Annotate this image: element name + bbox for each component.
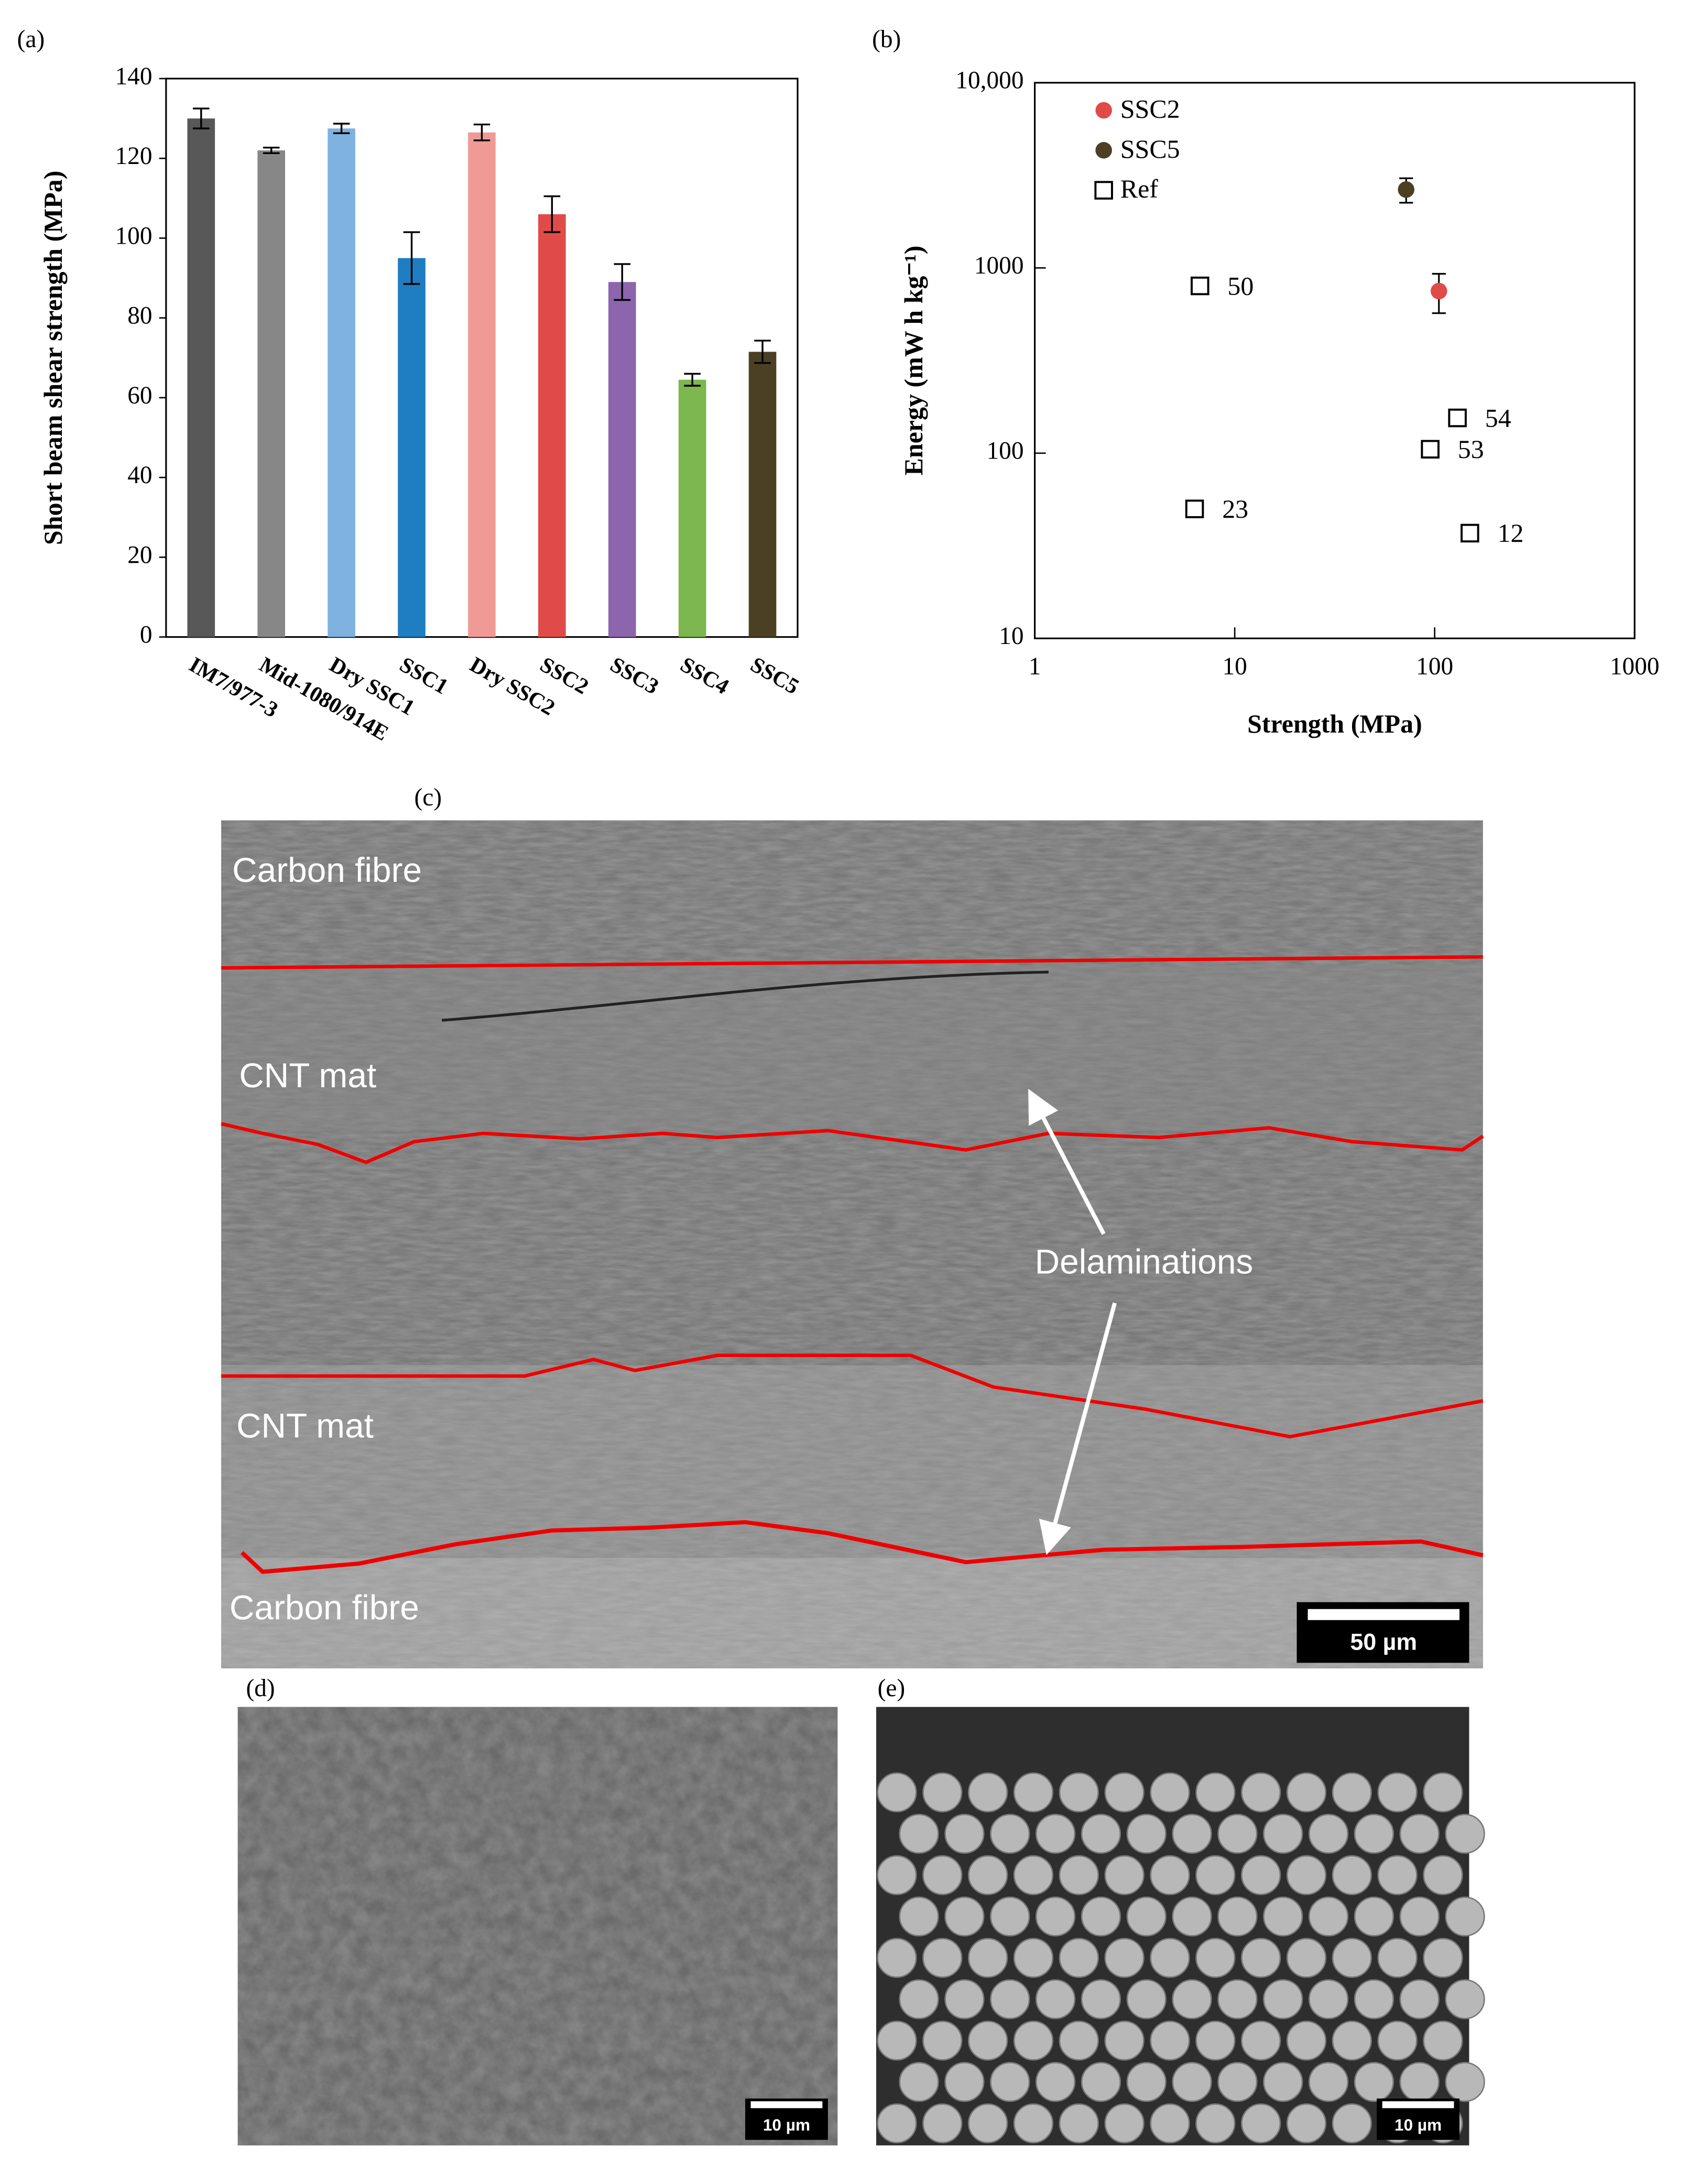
- x-tick-label: SSC3: [606, 652, 663, 700]
- point-label: 54: [1485, 403, 1511, 432]
- point-label: 50: [1227, 271, 1254, 300]
- point-label: 23: [1222, 494, 1248, 523]
- y-tick-label: 10,000: [955, 67, 1023, 94]
- bar: [187, 118, 215, 637]
- legend-label: SSC2: [1120, 94, 1180, 124]
- y-tick-label: 10: [999, 623, 1023, 650]
- point: [1430, 282, 1447, 300]
- legend-label: SSC5: [1120, 134, 1180, 163]
- y-tick-label: 140: [115, 63, 152, 90]
- point: [1185, 499, 1204, 518]
- image-label: Delaminations: [1035, 1242, 1254, 1281]
- y-axis-label: Short beam shear strength (MPa): [38, 171, 68, 545]
- point: [1191, 276, 1209, 296]
- bar: [328, 128, 355, 637]
- bar: [678, 379, 706, 637]
- error-bar: [263, 146, 280, 155]
- x-axis-label: Strength (MPa): [1247, 709, 1422, 738]
- y-axis-label: Energy (mW h kg⁻¹): [899, 246, 928, 476]
- error-bar: [543, 195, 561, 233]
- bar: [748, 352, 777, 637]
- bar: [468, 132, 496, 637]
- error-bar: [403, 231, 420, 285]
- y-tick-label: 20: [127, 541, 152, 569]
- panel-label: (e): [878, 1675, 906, 1702]
- panel-label: (b): [872, 26, 901, 53]
- x-tick-label: 10: [1222, 653, 1247, 680]
- panel-label: (a): [17, 26, 45, 53]
- point: [1448, 408, 1467, 428]
- y-tick-label: 0: [140, 621, 152, 649]
- y-tick-label: 100: [115, 222, 152, 249]
- image-label: Carbon fibre: [230, 1588, 419, 1627]
- sem-image-d: 10 µm: [237, 1707, 838, 2146]
- x-tick-label: SSC4: [676, 652, 733, 700]
- y-tick-label: 80: [127, 302, 152, 330]
- bar: [538, 214, 566, 637]
- sem-image-e: 10 µm: [876, 1707, 1485, 2146]
- x-tick-label: 100: [1416, 653, 1453, 680]
- legend-marker: [1095, 102, 1112, 119]
- image-label: Carbon fibre: [232, 850, 422, 889]
- x-tick-label: 1000: [1610, 653, 1660, 680]
- error-bar: [754, 340, 771, 364]
- x-tick-label: SSC5: [746, 652, 803, 700]
- panel-label: (c): [415, 784, 442, 811]
- point-label: 53: [1458, 434, 1484, 464]
- panel-label: (d): [246, 1675, 275, 1702]
- y-tick-label: 120: [115, 143, 152, 170]
- point: [1461, 523, 1479, 543]
- point: [1398, 181, 1415, 198]
- point: [1421, 440, 1440, 459]
- bar: [398, 258, 426, 637]
- error-bar: [333, 123, 350, 134]
- image-label: CNT mat: [239, 1056, 376, 1095]
- error-bar: [193, 107, 210, 129]
- scale-bar-label: 10 µm: [1394, 2115, 1442, 2134]
- sem-image-c: Carbon fibre CNT mat Delaminations CNT m…: [221, 820, 1484, 1668]
- scale-bar-label: 50 µm: [1350, 1629, 1417, 1655]
- bar: [608, 282, 636, 637]
- image-label: CNT mat: [236, 1406, 374, 1445]
- scale-bar-label: 10 µm: [763, 2115, 810, 2134]
- error-bar: [614, 263, 631, 301]
- legend-marker: [1094, 181, 1113, 200]
- y-tick-label: 100: [986, 438, 1023, 465]
- error-bar: [473, 123, 491, 141]
- y-tick-label: 1000: [974, 252, 1024, 279]
- x-tick-label: 1: [1029, 653, 1041, 680]
- bar: [257, 150, 286, 637]
- point-label: 12: [1497, 518, 1523, 548]
- plot-frame: [1034, 82, 1636, 639]
- y-tick-label: 60: [127, 382, 152, 409]
- legend-marker: [1095, 142, 1112, 159]
- error-bar: [684, 373, 701, 387]
- y-tick-label: 40: [127, 462, 152, 489]
- legend-label: Ref: [1120, 174, 1159, 203]
